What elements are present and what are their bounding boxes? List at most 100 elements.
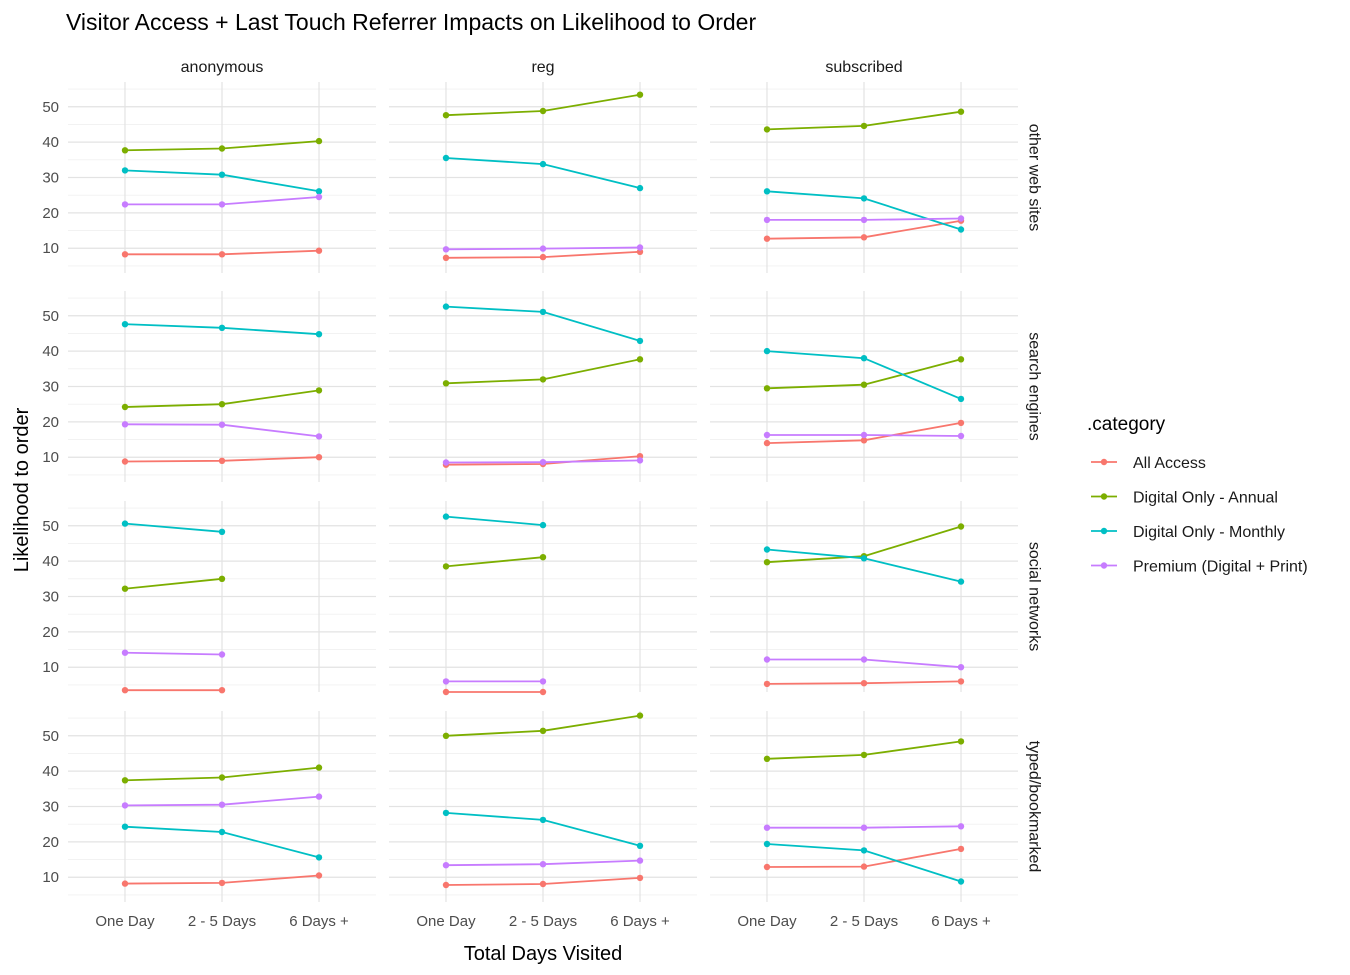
data-point [218, 528, 226, 535]
data-point [121, 802, 129, 809]
series-digital-only-monthly [121, 823, 323, 861]
data-point [957, 395, 965, 403]
data-point [218, 171, 226, 178]
legend-entry-premium-digital-print: Premium (Digital + Print) [1091, 559, 1308, 576]
legend-entry-digital-only-annual: Digital Only - Annual [1091, 490, 1278, 507]
y-tick-label: 10 [42, 869, 59, 886]
data-point [442, 881, 450, 889]
legend-entry-digital-only-monthly: Digital Only - Monthly [1091, 524, 1285, 541]
data-point [636, 337, 644, 345]
data-point [957, 678, 965, 685]
data-point [763, 216, 771, 224]
data-point [763, 840, 771, 848]
y-tick-label: 20 [42, 834, 59, 851]
data-point [218, 201, 226, 208]
data-point [539, 376, 547, 383]
series-all-access [442, 248, 644, 261]
data-point [121, 520, 129, 527]
series-premium-digital-print [442, 457, 644, 466]
panel-search-engines-reg [389, 291, 697, 482]
series-all-access [763, 845, 965, 871]
data-point [442, 688, 450, 696]
panel-typed-bookmarked-subscribed: One Day 2 - 5 Days 6 Days + [710, 711, 1018, 930]
data-point [957, 226, 965, 233]
data-point [763, 188, 771, 195]
y-tick-label: 40 [42, 343, 59, 360]
series-digital-only-annual [442, 712, 644, 739]
data-point [442, 154, 450, 162]
data-point [957, 845, 965, 853]
data-point [315, 433, 323, 440]
data-point [860, 656, 868, 663]
data-point [442, 380, 450, 387]
data-point [539, 861, 547, 868]
data-point [860, 437, 868, 444]
series-line [124, 522, 223, 533]
y-tick-label: 30 [42, 589, 59, 606]
data-point [121, 421, 129, 428]
data-point [763, 347, 771, 355]
data-point [539, 816, 547, 824]
data-point [636, 842, 644, 849]
data-point [636, 712, 644, 719]
row-strip-typed-bookmarked: typed/bookmarked [1026, 741, 1043, 873]
data-point [763, 680, 771, 688]
panel-other-web-sites-reg [389, 82, 697, 273]
data-point [315, 331, 323, 338]
column-strip-anonymous: anonymous [181, 59, 264, 76]
panel-typed-bookmarked-anonymous: 10 20 30 40 50 One Day 2 - 5 Days 6 Days + [42, 711, 376, 930]
data-point [539, 253, 547, 261]
legend-label: Premium (Digital + Print) [1133, 559, 1308, 576]
column-strip-reg: reg [531, 59, 554, 76]
series-digital-only-monthly [442, 513, 547, 529]
data-point [315, 793, 323, 800]
series-line [124, 651, 223, 656]
data-point [539, 107, 547, 115]
data-point [763, 559, 771, 566]
data-point [121, 585, 129, 592]
series-premium-digital-print [121, 193, 323, 208]
panel-grid: anonymous reg subscribed other web sites sea… [42, 59, 1042, 930]
data-point [218, 801, 226, 808]
y-tick-label: 10 [42, 449, 59, 466]
series-digital-only-monthly [763, 546, 965, 585]
panel-social-networks-subscribed [710, 501, 1018, 692]
data-point [957, 215, 965, 222]
data-point [218, 575, 226, 582]
data-point [860, 234, 868, 241]
row-strip-other-web-sites: other web sites [1026, 124, 1043, 232]
y-tick-label: 50 [42, 518, 59, 535]
data-point [636, 874, 644, 882]
y-tick-label: 50 [42, 728, 59, 745]
data-point [442, 303, 450, 310]
column-strip-subscribed: subscribed [825, 59, 902, 76]
series-all-access [121, 247, 323, 258]
y-tick-label: 30 [42, 170, 59, 187]
legend-key-point [1100, 562, 1108, 569]
series-premium-digital-print [121, 649, 226, 658]
data-point [539, 880, 547, 888]
data-point [218, 879, 226, 887]
series-premium-digital-print [121, 793, 323, 809]
data-point [218, 687, 226, 694]
data-point [636, 356, 644, 363]
data-point [218, 401, 226, 408]
data-point [315, 387, 323, 394]
data-point [539, 554, 547, 561]
data-point [121, 147, 129, 154]
series-premium-digital-print [763, 215, 965, 224]
panel-search-engines-anonymous: 10 20 30 40 50 [42, 291, 376, 482]
data-point [442, 678, 450, 685]
y-tick-label: 20 [42, 414, 59, 431]
row-strip-social-networks: social networks [1026, 542, 1043, 651]
data-point [315, 137, 323, 145]
series-digital-only-monthly [442, 154, 644, 192]
data-point [218, 828, 226, 836]
data-point [860, 680, 868, 687]
series-digital-only-monthly [121, 167, 323, 195]
data-point [539, 459, 547, 466]
data-point [315, 188, 323, 195]
series-digital-only-annual [121, 575, 226, 592]
data-point [763, 385, 771, 392]
data-point [763, 755, 771, 762]
